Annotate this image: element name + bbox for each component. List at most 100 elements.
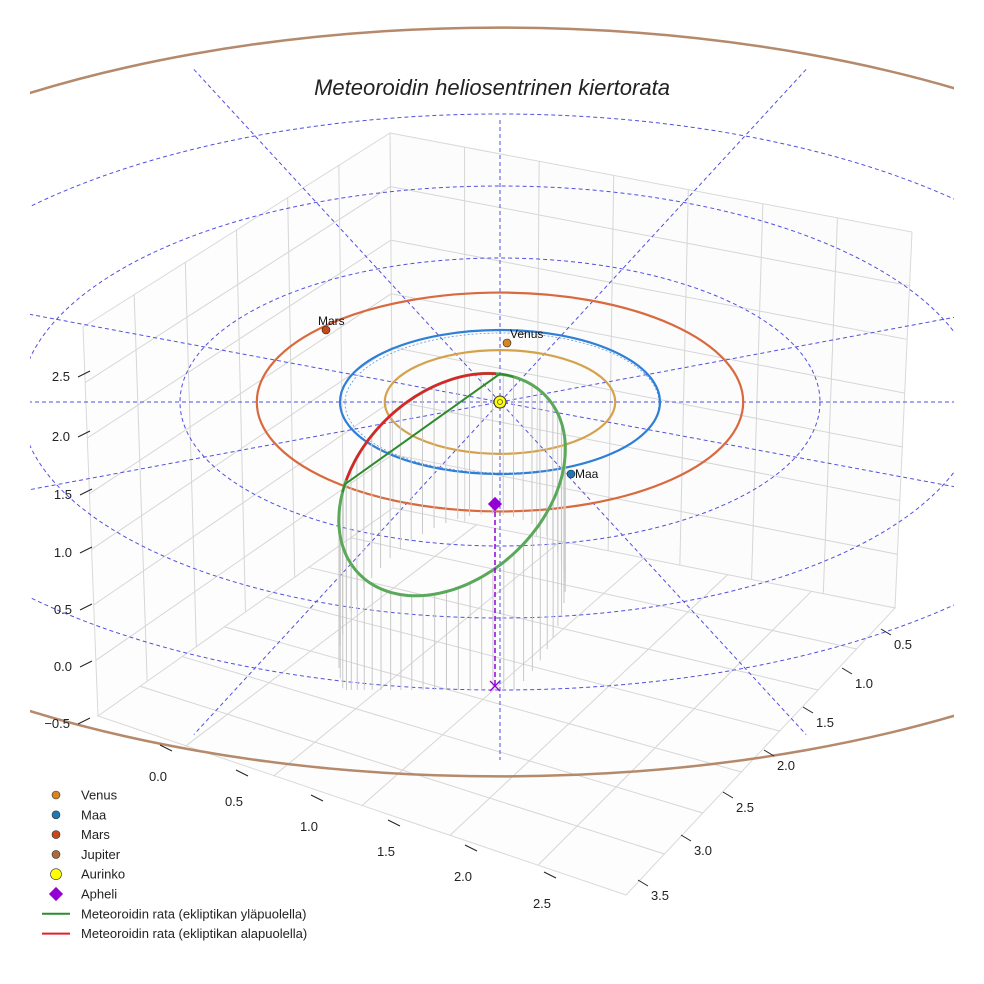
z-tick-mark <box>77 370 91 378</box>
y-tick-label: 2.0 <box>777 758 795 773</box>
y-tick-label: 3.5 <box>651 888 669 903</box>
meteoroid-orbit-below <box>345 372 497 481</box>
left-grid-line <box>84 186 391 383</box>
planet-maa-label: Maa <box>575 467 599 481</box>
x-tick-mark <box>235 769 249 777</box>
floor-grid-line <box>449 574 729 836</box>
x-tick-label: 2.0 <box>454 869 472 884</box>
y-tick-mark <box>841 667 853 675</box>
floor-grid-line <box>308 566 819 691</box>
legend-marker-mars <box>51 830 61 839</box>
x-tick-mark <box>543 871 557 879</box>
back-grid-line <box>392 400 900 502</box>
sun-marker <box>493 395 507 409</box>
z-tick-label: 1.5 <box>54 487 72 502</box>
reference-radial-line <box>193 69 807 735</box>
z-tick-label: 2.5 <box>52 369 70 384</box>
back-grid-line <box>822 217 838 594</box>
y-tick-mark <box>637 879 649 887</box>
left-grid-line <box>184 262 197 647</box>
legend-item-jupiter: Jupiter <box>51 847 121 862</box>
y-tick-mark <box>880 628 892 636</box>
orbit-mars <box>255 291 745 513</box>
legend-marker-aurinko <box>50 868 62 881</box>
left-grid-line <box>89 293 392 495</box>
legend-label: Jupiter <box>81 847 121 862</box>
orbit-drop-lines <box>338 373 566 690</box>
planet-orbits <box>30 26 954 778</box>
y-tick-label: 0.5 <box>894 637 912 652</box>
planet-venus-marker <box>502 338 512 348</box>
floor-grid-line <box>185 524 477 747</box>
orbit-maa-trail <box>344 332 660 474</box>
orbit-maa <box>338 328 662 476</box>
axes-panes <box>82 132 913 896</box>
planet-mars-label: Mars <box>318 314 345 328</box>
legend-item-meteoroidin-rata-ekliptikan-alapuolella: Meteoroidin rata (ekliptikan alapuolella… <box>42 926 307 941</box>
legend: Venus Maa Mars Jupiter Aurinko Apheli Meteoroi… <box>42 788 307 941</box>
z-tick-mark <box>79 660 93 668</box>
y-tick-mark <box>763 749 775 757</box>
x-tick-label: 0.0 <box>149 769 167 784</box>
legend-item-aurinko: Aurinko <box>50 867 125 882</box>
x-tick-label: 2.5 <box>533 896 551 911</box>
x-tick-label: 1.5 <box>377 844 395 859</box>
legend-label: Aurinko <box>81 867 125 882</box>
z-tick-mark <box>79 488 93 496</box>
z-tick-label: 2.0 <box>52 429 70 444</box>
left-grid-line <box>287 197 296 578</box>
legend-label: Apheli <box>81 887 117 902</box>
meteoroid-orbit <box>337 371 567 598</box>
y-tick-mark <box>722 791 734 799</box>
z-tick-label: 0.0 <box>54 659 72 674</box>
y-tick-label: 3.0 <box>694 843 712 858</box>
back-grid-line <box>751 203 764 580</box>
back-grid-line <box>607 175 615 551</box>
back-grid-line <box>391 293 905 394</box>
planet-maa-marker <box>566 469 576 479</box>
meteoroid-orbit-above-near-sun <box>341 372 514 493</box>
x-tick-label: 1.0 <box>300 819 318 834</box>
y-tick-label: 1.5 <box>816 715 834 730</box>
orbit-jupiter <box>30 26 954 778</box>
legend-item-maa: Maa <box>51 807 107 822</box>
planet-markers: Venus Maa Mars <box>318 314 599 481</box>
z-tick-mark <box>79 603 93 611</box>
x-tick-mark <box>310 794 324 802</box>
sun-core <box>497 399 503 405</box>
planet-mars-marker <box>321 325 331 335</box>
y-tick-label: 2.5 <box>736 800 754 815</box>
x-tick-mark <box>387 819 401 827</box>
back-grid-line <box>679 189 689 566</box>
y-tick-mark <box>680 834 692 842</box>
legend-marker-venus <box>51 790 61 800</box>
planet-venus-label: Venus <box>510 327 543 341</box>
x-tick-mark <box>464 844 478 852</box>
legend-item-apheli: Apheli <box>48 886 117 902</box>
chart-title: Meteoroidin heliosentrinen kiertorata <box>314 75 670 100</box>
x-tick-label: 0.5 <box>225 794 243 809</box>
left-grid-line <box>236 229 246 613</box>
z-tick-mark <box>79 546 93 554</box>
z-tick-mark <box>77 717 91 725</box>
floor-grid-line <box>139 685 665 855</box>
left-grid-line <box>93 400 393 606</box>
legend-item-venus: Venus <box>51 788 118 803</box>
legend-label: Meteoroidin rata (ekliptikan alapuolella… <box>81 926 307 941</box>
reference-radial-line <box>193 69 807 735</box>
legend-marker-apheli <box>48 886 64 902</box>
floor-grid-line <box>182 656 704 814</box>
aphelion-projection-marker <box>489 680 501 692</box>
z-tick-label: 1.0 <box>54 545 72 560</box>
legend-label: Venus <box>81 788 118 803</box>
floor-grid-line <box>273 540 561 777</box>
back-grid-line <box>391 346 903 448</box>
left-grid-line <box>87 239 392 439</box>
grid-lines <box>84 147 910 866</box>
z-tick-label: −0.5 <box>44 716 70 731</box>
back-grid-line <box>390 239 908 340</box>
floor-grid-line <box>350 537 857 650</box>
aphelion-group <box>487 496 503 692</box>
sun-group <box>493 395 507 409</box>
